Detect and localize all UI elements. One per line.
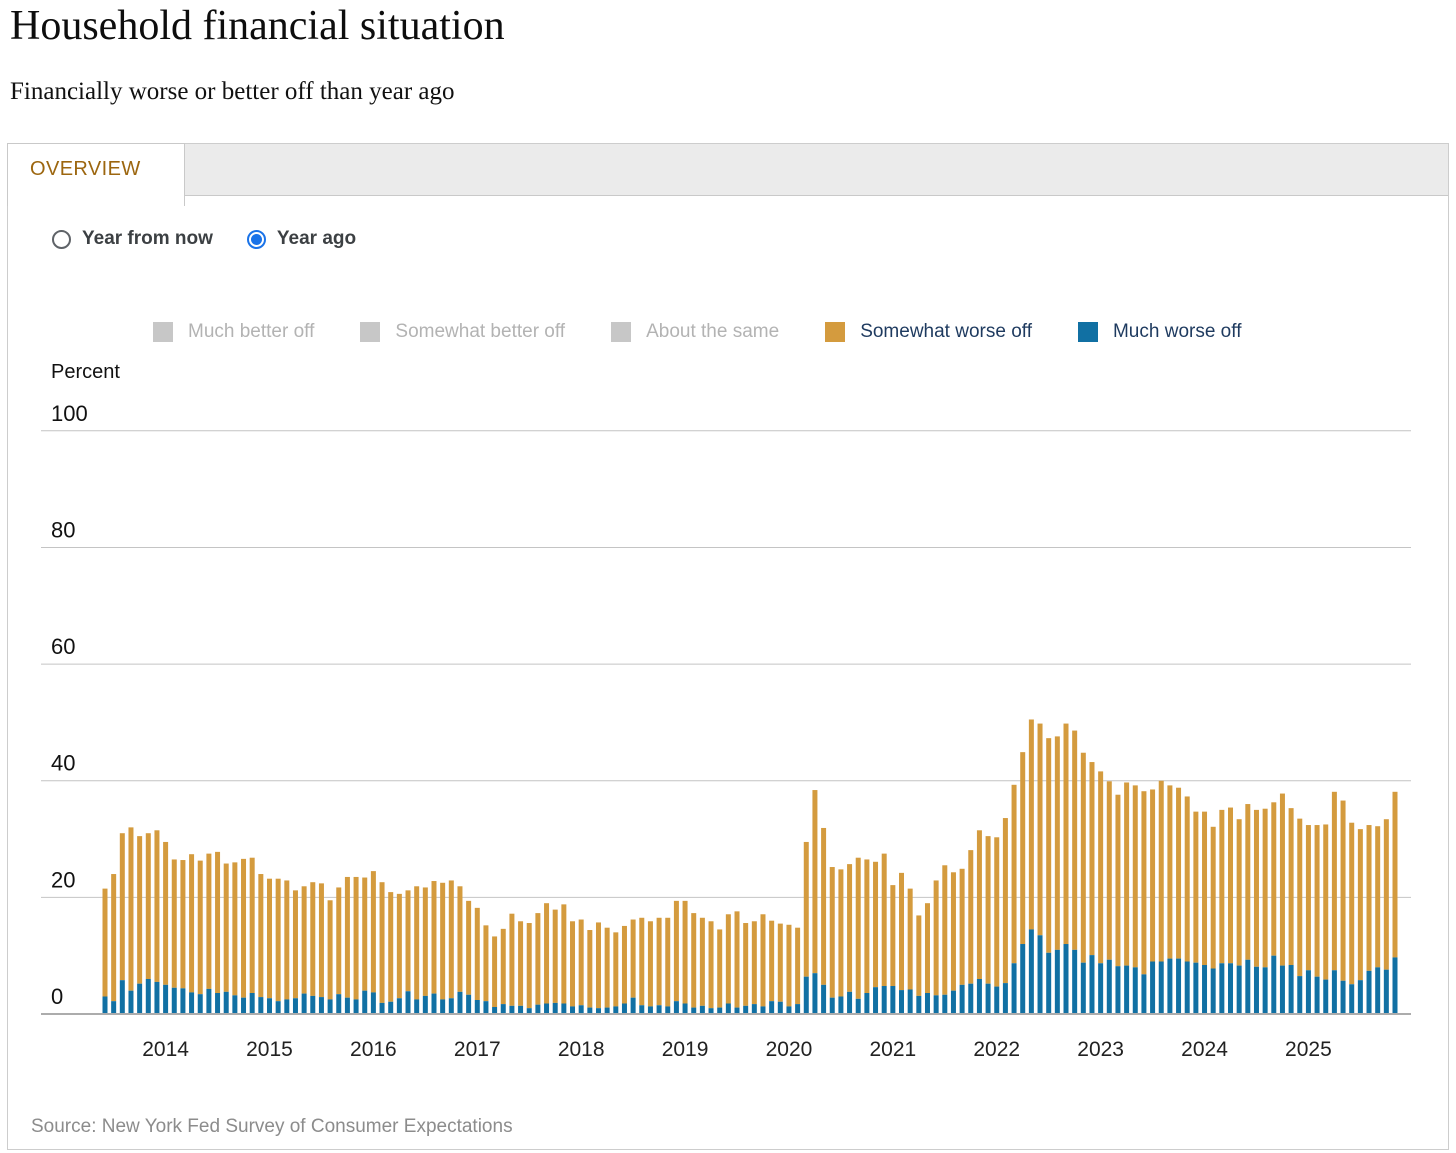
page-subtitle: Financially worse or better off than yea… bbox=[10, 78, 455, 105]
legend-item-about-the-same[interactable]: About the same bbox=[611, 321, 779, 343]
chart-panel: OVERVIEW Year from now Year ago Much bet… bbox=[7, 143, 1449, 1150]
x-tick-label: 2020 bbox=[766, 1038, 813, 1061]
tab-strip bbox=[8, 144, 1448, 196]
radio-year-from-now-label: Year from now bbox=[82, 228, 213, 249]
legend-label: About the same bbox=[646, 321, 780, 342]
y-tick-label: 100 bbox=[51, 401, 88, 426]
x-tick-label: 2024 bbox=[1181, 1038, 1228, 1061]
x-tick-label: 2014 bbox=[142, 1038, 189, 1061]
x-tick-label: 2017 bbox=[454, 1038, 501, 1061]
y-tick-label: 20 bbox=[51, 867, 75, 892]
radio-circle-icon[interactable] bbox=[52, 229, 71, 249]
x-tick-labels: 2014 2015 2016 2017 2018 2019 2020 2021 2022 2023… bbox=[142, 1038, 1332, 1061]
page-title: Household financial situation bbox=[10, 3, 505, 49]
tab-overview[interactable]: OVERVIEW bbox=[7, 143, 185, 206]
radio-year-ago-label: Year ago bbox=[276, 228, 357, 249]
radio-circle-icon[interactable] bbox=[246, 229, 266, 249]
radio-year-from-now[interactable]: Year from now bbox=[52, 228, 213, 250]
legend-item-somewhat-worse-off[interactable]: Somewhat worse off bbox=[825, 321, 1032, 343]
legend-item-much-better-off[interactable]: Much better off bbox=[153, 321, 314, 343]
legend-swatch-icon bbox=[360, 322, 381, 342]
y-tick-label: 0 bbox=[51, 984, 63, 1009]
x-tick-label: 2019 bbox=[662, 1038, 709, 1061]
y-tick-label: 80 bbox=[51, 517, 75, 542]
legend-label: Somewhat better off bbox=[395, 321, 566, 342]
legend-swatch-icon bbox=[611, 322, 632, 342]
x-tick-label: 2023 bbox=[1077, 1038, 1124, 1061]
y-tick-labels: 0 20 40 60 80 100 bbox=[51, 401, 88, 1009]
x-tick-label: 2016 bbox=[350, 1038, 397, 1061]
x-tick-label: 2021 bbox=[869, 1038, 916, 1061]
source-note: Source: New York Fed Survey of Consumer … bbox=[31, 1116, 513, 1137]
radio-group: Year from now Year ago bbox=[52, 228, 356, 250]
legend-label: Somewhat worse off bbox=[860, 321, 1032, 342]
legend-label: Much worse off bbox=[1112, 321, 1242, 342]
legend-swatch-icon bbox=[825, 322, 846, 342]
x-tick-label: 2015 bbox=[246, 1038, 293, 1061]
x-tick-label: 2018 bbox=[558, 1038, 605, 1061]
x-tick-label: 2022 bbox=[973, 1038, 1020, 1061]
legend-swatch-icon bbox=[153, 322, 173, 342]
legend-item-much-worse-off[interactable]: Much worse off bbox=[1077, 321, 1242, 343]
legend: Much better off Somewhat better off About … bbox=[153, 321, 1241, 343]
y-axis-title: Percent bbox=[51, 361, 120, 383]
y-tick-label: 40 bbox=[51, 751, 75, 776]
legend-label: Much better off bbox=[188, 321, 315, 342]
tab-overview-label: OVERVIEW bbox=[30, 158, 141, 180]
bars-group bbox=[102, 719, 1398, 1014]
gridlines bbox=[41, 430, 1411, 898]
legend-swatch-icon bbox=[1077, 322, 1098, 342]
radio-year-ago[interactable]: Year ago bbox=[246, 228, 357, 250]
x-tick-label: 2025 bbox=[1285, 1038, 1332, 1061]
stacked-bar-chart: 0 20 40 60 80 100 2014 2015 2016 2017 2018 2019 2020… bbox=[41, 401, 1411, 1061]
y-tick-label: 60 bbox=[51, 634, 75, 659]
legend-item-somewhat-better-off[interactable]: Somewhat better off bbox=[360, 321, 565, 343]
